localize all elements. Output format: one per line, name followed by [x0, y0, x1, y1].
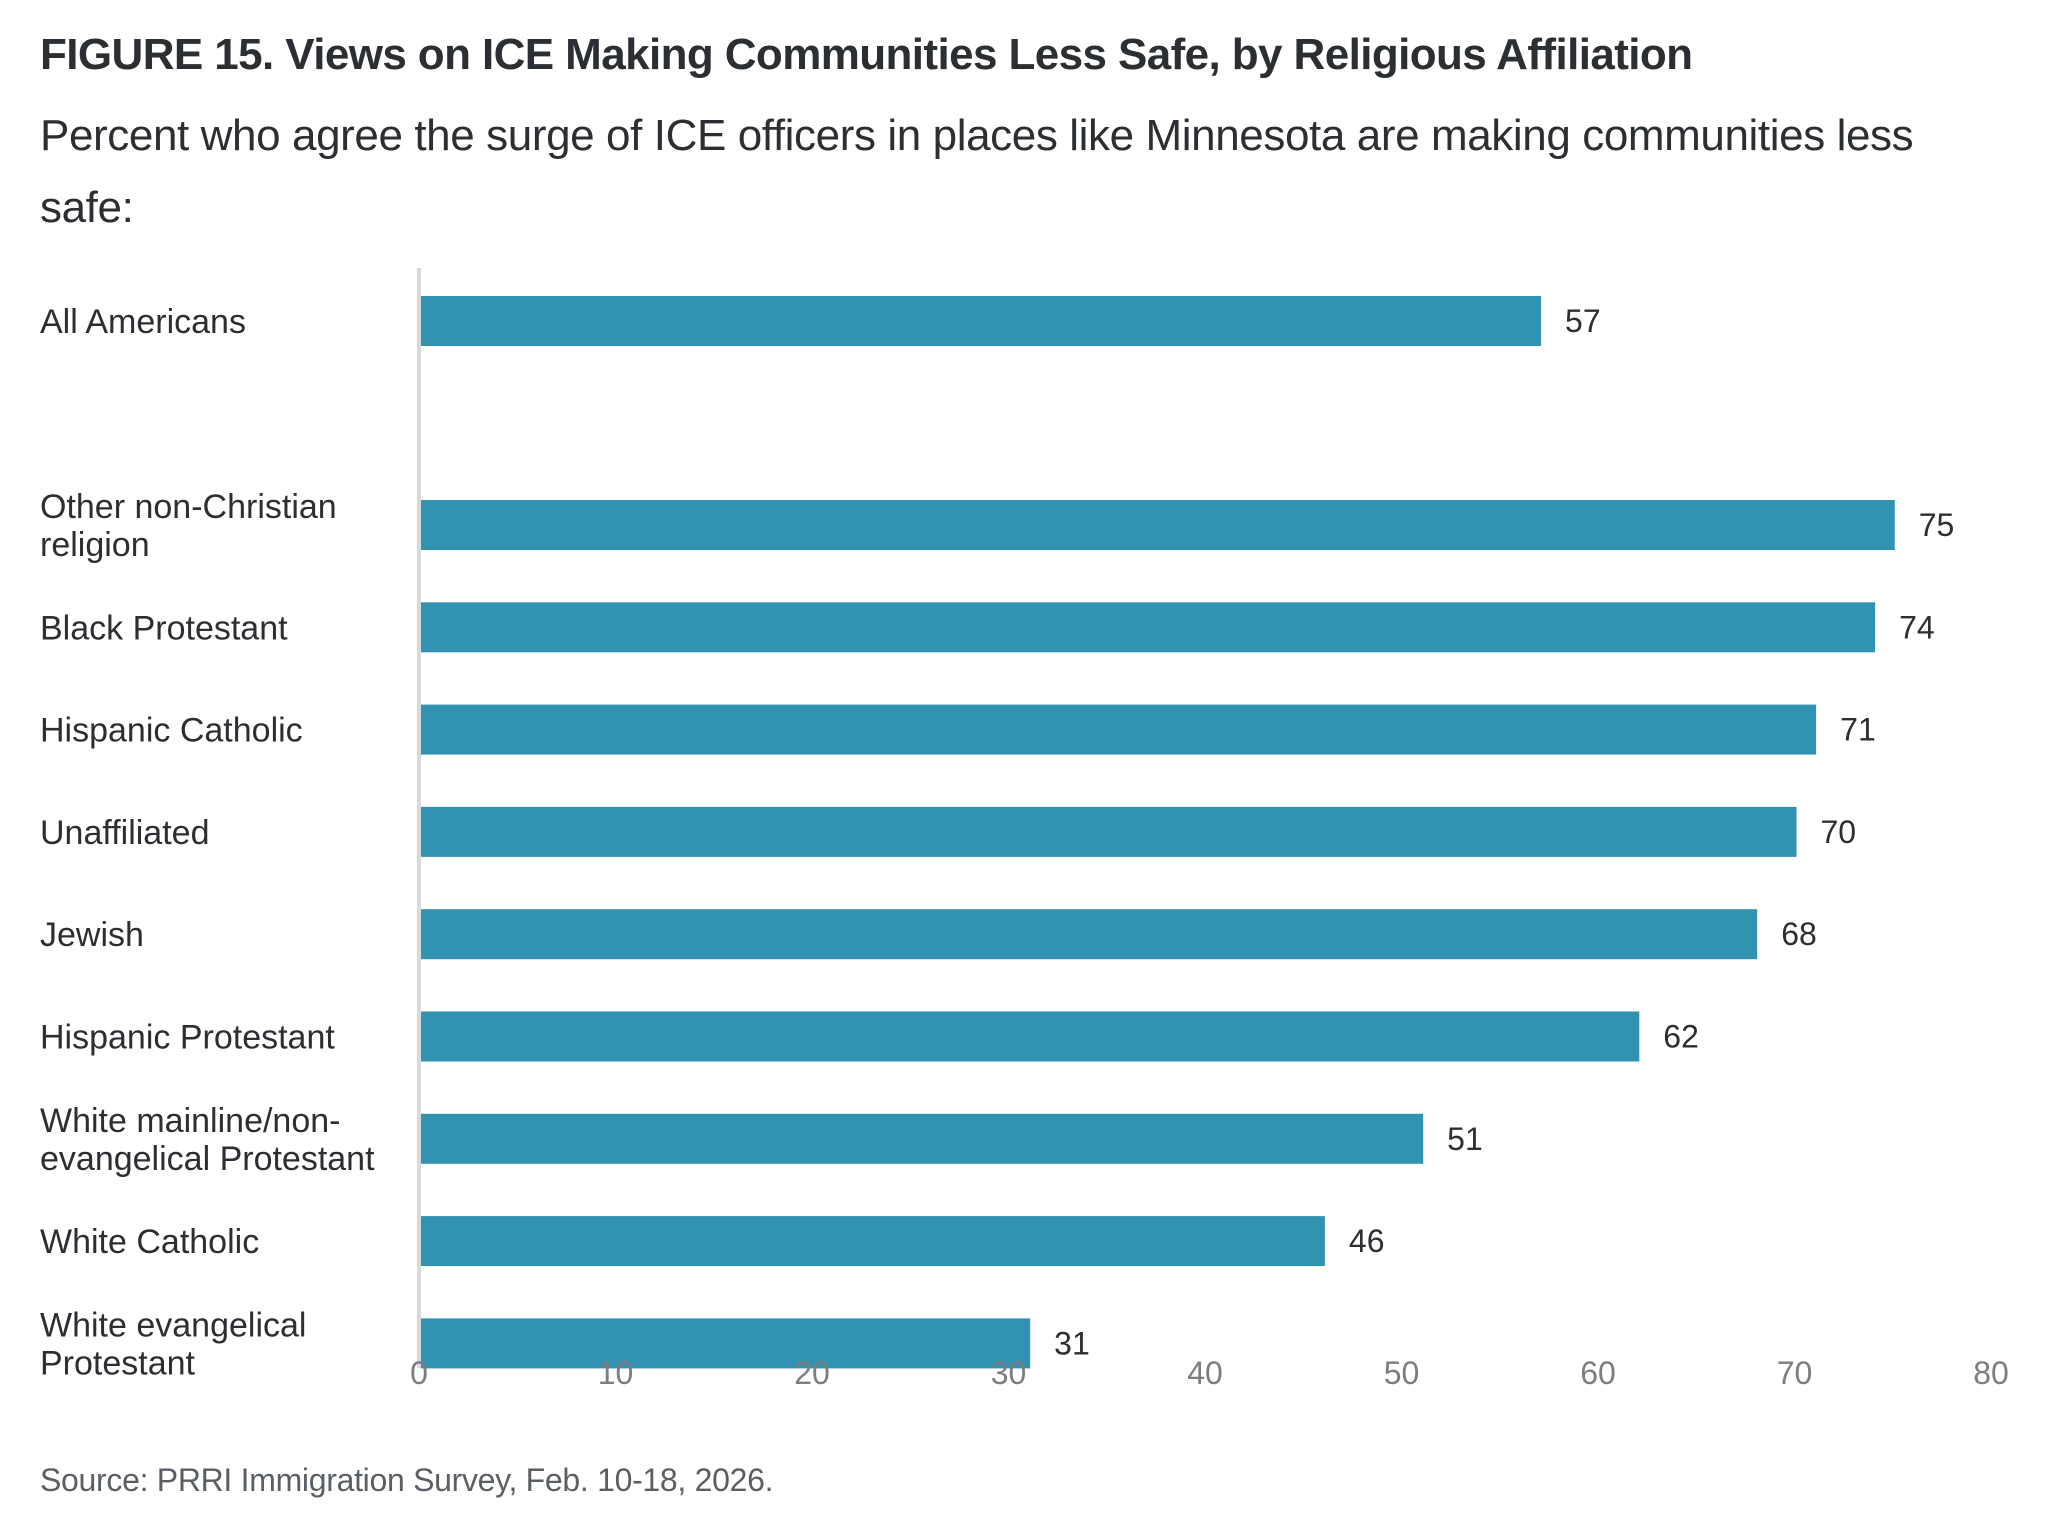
bars-layer: [421, 296, 1895, 1369]
value-labels: 57 75 74 71 70 68 62 51 46 31: [1054, 303, 1954, 1361]
x-tick-label-6: 60: [1580, 1355, 1616, 1391]
category-label-6: Hispanic Protestant: [40, 1019, 335, 1057]
category-label-3: Hispanic Catholic: [40, 712, 303, 750]
bar-4: [421, 806, 1797, 857]
category-label-line: Hispanic Catholic: [40, 712, 303, 750]
category-label-line: White Catholic: [40, 1223, 259, 1261]
x-tick-label-8: 80: [1973, 1355, 2009, 1391]
x-tick-label-3: 30: [991, 1355, 1027, 1391]
category-label-line: evangelical Protestant: [40, 1140, 375, 1178]
x-tick-label-2: 20: [794, 1355, 830, 1391]
x-tick-label-0: 0: [410, 1355, 428, 1391]
category-label-line: Black Protestant: [40, 609, 288, 647]
category-label-line: religion: [40, 526, 150, 564]
category-label-line: Other non-Christian: [40, 488, 337, 526]
category-label-1: Other non-Christian religion: [40, 488, 337, 564]
value-label-6: 62: [1663, 1019, 1699, 1055]
category-label-line: All Americans: [40, 303, 246, 341]
category-label-line: White mainline/non-: [40, 1102, 340, 1140]
value-label-4: 70: [1821, 814, 1857, 850]
bar-2: [421, 602, 1876, 653]
category-label-9: White evangelical Protestant: [40, 1306, 306, 1382]
bar-0: [421, 296, 1542, 346]
category-label-line: Unaffiliated: [40, 814, 210, 852]
x-tick-label-7: 70: [1777, 1355, 1813, 1391]
category-label-line: White evangelical: [40, 1306, 306, 1344]
chart-subtitle: Percent who agree the surge of ICE offic…: [40, 111, 1914, 232]
value-label-8: 46: [1349, 1223, 1385, 1259]
bar-6: [421, 1011, 1640, 1062]
category-label-2: Black Protestant: [40, 609, 288, 647]
category-label-8: White Catholic: [40, 1223, 259, 1261]
category-label-0: All Americans: [40, 303, 246, 341]
value-label-0: 57: [1565, 303, 1601, 339]
x-tick-label-5: 50: [1384, 1355, 1420, 1391]
x-axis-ticks: 0 10 20 30 40 50 60 70 80: [410, 1355, 2009, 1391]
value-label-1: 75: [1919, 507, 1955, 543]
bar-1: [421, 500, 1895, 550]
bar-7: [421, 1113, 1424, 1164]
bar-8: [421, 1216, 1325, 1267]
bar-5: [421, 909, 1758, 960]
bar-9: [421, 1318, 1031, 1369]
value-label-7: 51: [1447, 1121, 1483, 1157]
chart-title: FIGURE 15. Views on ICE Making Communiti…: [40, 30, 1693, 79]
category-label-4: Unaffiliated: [40, 814, 210, 852]
category-label-7: White mainline/non-evangelical Protestan…: [40, 1102, 375, 1178]
bar-3: [421, 704, 1817, 755]
x-tick-label-1: 10: [598, 1355, 634, 1391]
category-label-line: Hispanic Protestant: [40, 1019, 335, 1057]
category-label-line: Jewish: [40, 916, 144, 954]
value-label-3: 71: [1840, 712, 1876, 748]
value-label-9: 31: [1054, 1325, 1090, 1361]
category-label-5: Jewish: [40, 916, 144, 954]
source-note: Source: PRRI Immigration Survey, Feb. 10…: [40, 1462, 774, 1498]
category-labels: All Americans Other non-Christian religion…: [40, 303, 375, 1382]
value-label-5: 68: [1781, 916, 1817, 952]
category-label-line: Protestant: [40, 1344, 196, 1382]
x-tick-label-4: 40: [1187, 1355, 1223, 1391]
value-label-2: 74: [1899, 609, 1935, 645]
